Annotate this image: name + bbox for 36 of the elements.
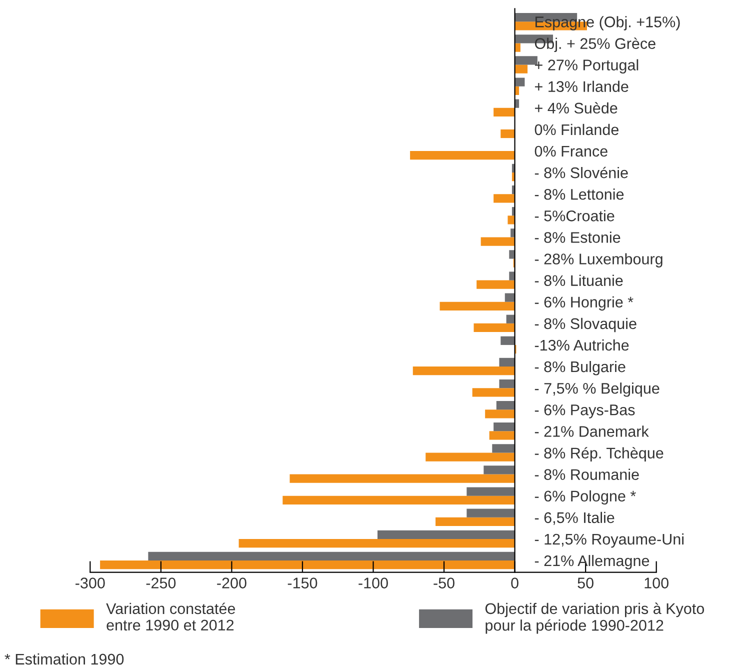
legend-label: Objectif de variation pris à Kyoto pour la période 1990-2012 [485,602,704,634]
x-tick-label: -300 [76,578,105,588]
y-tick-label: - 6,5% Italie [534,512,614,525]
x-tick-label: 0 [511,578,518,588]
legend-label: Variation constatée entre 1990 et 2012 [106,602,236,631]
x-tick-label: -100 [358,578,388,588]
y-tick-label: + 27% Portugal [534,59,638,74]
y-tick-label: - 6% Hongrie * [534,296,634,311]
y-tick-label: -13% Autriche [534,339,629,351]
y-tick-label: + 4% Suède [534,102,618,114]
y-tick-label: - 7,5% % Belgique [534,382,660,397]
x-tick-label: -150 [288,578,318,588]
y-tick-label: - 8% Slovénie [534,166,628,178]
y-tick-label: - 12,5% Royaume-Uni [534,533,684,548]
x-tick-label: -50 [434,578,454,588]
y-tick-label: - 8% Slovaquie [534,318,636,332]
y-tick-label: - 8% Estonie [534,232,620,243]
y-tick-label: 0% France [534,146,608,157]
y-tick-label: - 6% Pays-Bas [534,404,635,418]
x-tick-label: 100 [644,578,668,588]
y-tick-label: - 5%Croatie [534,210,614,222]
y-tick-label: - 8% Bulgarie [534,360,626,376]
y-tick-label: - 21% Danemark [534,426,649,437]
y-tick-label: - 8% Lituanie [534,274,623,286]
x-tick-label: -200 [217,578,246,588]
text: * Estimation 1990 [4,653,124,665]
y-tick-label: 0% Finlande [534,124,618,136]
y-tick-label: - 6% Pologne * [534,490,636,505]
y-tick-label: - 8% Rép. Tchèque [534,447,664,462]
y-tick-label: - 28% Luxembourg [534,253,662,268]
x-tick-label: 50 [578,578,594,588]
y-tick-label: + 13% Irlande [534,80,628,92]
x-tick-label: -250 [146,578,176,588]
y-tick-label: - 21% Allemagne [534,554,650,570]
y-tick-label: - 8% Lettonie [534,188,624,200]
y-tick-label: - 8% Roumanie [534,468,639,480]
